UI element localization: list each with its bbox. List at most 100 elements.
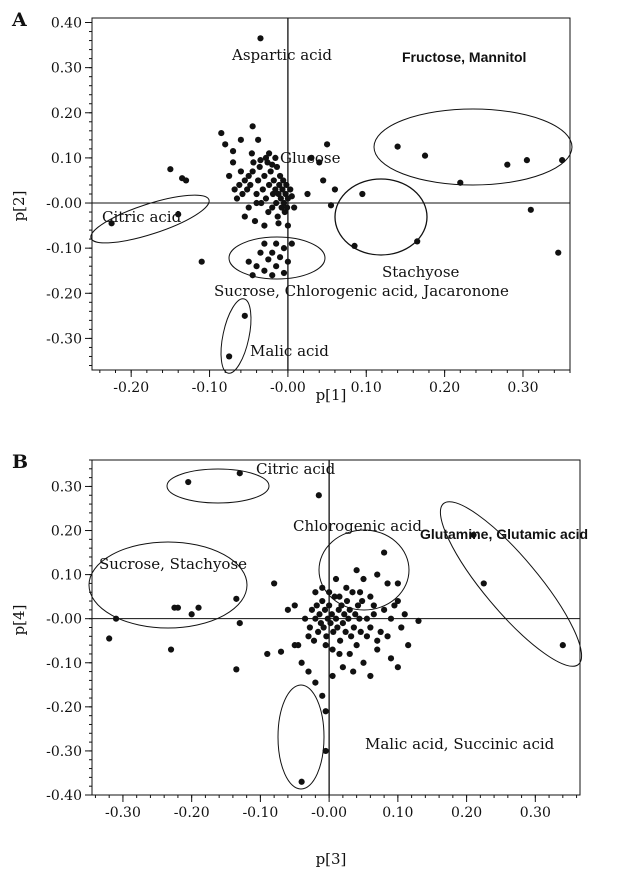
sucrose-ellipse [228,236,326,280]
axis-label-p3: p[3] [316,850,347,868]
data-point [273,163,281,171]
panel-b-label: B [12,451,28,473]
data-point [308,606,316,613]
data-point [279,186,286,193]
data-point [527,206,534,213]
data-point [322,642,329,649]
label-citric-acid-a: Citric acid [102,208,182,226]
data-point [327,202,335,209]
y-tick-label: -0.10 [46,241,82,257]
data-point [313,602,320,609]
y-tick-label: -0.20 [46,286,82,302]
data-point [273,199,280,207]
data-point [339,664,346,671]
data-point [336,650,343,658]
data-point [245,204,252,211]
data-point [330,628,337,636]
data-point [304,190,311,198]
data-point [175,211,182,218]
data-point [218,129,225,137]
data-point [367,672,374,680]
data-point [298,659,305,666]
data-point [276,181,283,189]
data-point [270,177,277,184]
data-point [247,181,254,189]
data-point [328,611,335,618]
data-point [381,549,388,556]
y-tick-label: 0.40 [51,16,82,32]
data-point [236,619,243,627]
data-point [108,220,115,227]
data-point [277,648,285,655]
data-point [457,179,464,186]
y-tick-label: -0.30 [46,331,82,347]
data-point [261,240,268,247]
data-point [331,593,338,600]
data-point [273,240,280,247]
data-point [336,593,343,600]
data-point [370,602,377,609]
data-point [349,589,356,596]
data-point [353,642,360,649]
x-tick-label: -0.30 [105,805,141,821]
data-point [504,161,511,168]
stachyose-ellipse [334,178,428,256]
data-point [259,186,266,193]
data-point [363,633,371,640]
data-point [367,624,374,631]
data-point [231,186,238,193]
data-point [322,747,329,755]
data-point [288,240,295,247]
data-point [283,181,290,189]
data-point [226,172,233,180]
data-point [384,633,391,640]
data-point [398,624,405,631]
x-tick-label: 0.10 [351,380,382,396]
data-point [265,150,273,157]
data-point [233,666,240,673]
data-point [298,778,305,785]
y-tick-label: -0.00 [46,612,82,628]
label-aspartic-acid: Aspartic acid [231,46,332,64]
data-point [306,624,313,631]
y-tick-label: 0.20 [51,106,82,122]
data-point [319,597,326,605]
data-point [241,213,248,220]
data-point [287,186,294,193]
data-point [414,238,421,245]
data-point [319,584,326,591]
data-point [233,595,240,602]
data-point [359,597,366,605]
data-point [269,204,276,211]
data-point [269,272,276,279]
data-point [262,195,270,202]
x-tick-label: -0.10 [242,805,278,821]
data-point [226,353,233,360]
y-tick-label: 0.10 [51,151,82,167]
data-point [271,580,278,587]
data-point [273,263,280,270]
data-point [233,195,241,202]
x-tick-label: 0.20 [429,380,460,396]
data-point [320,624,327,631]
data-point [319,692,326,699]
data-point [269,249,276,256]
data-point [320,177,327,184]
data-point [353,567,360,574]
label-glutamine-glutamic: Glutamine, Glutamic acid [420,526,588,542]
data-point [301,615,309,622]
data-point [354,602,362,609]
data-point [265,181,273,189]
data-point [360,659,367,666]
data-point [237,168,244,175]
data-point [255,177,262,184]
data-point [257,249,264,256]
data-point [276,172,284,180]
data-point [291,602,298,609]
data-point [394,143,401,150]
data-point [112,615,120,622]
y-tick-label: 0.10 [51,568,82,584]
data-point [267,168,274,175]
data-point [327,619,334,627]
data-point [559,157,566,164]
